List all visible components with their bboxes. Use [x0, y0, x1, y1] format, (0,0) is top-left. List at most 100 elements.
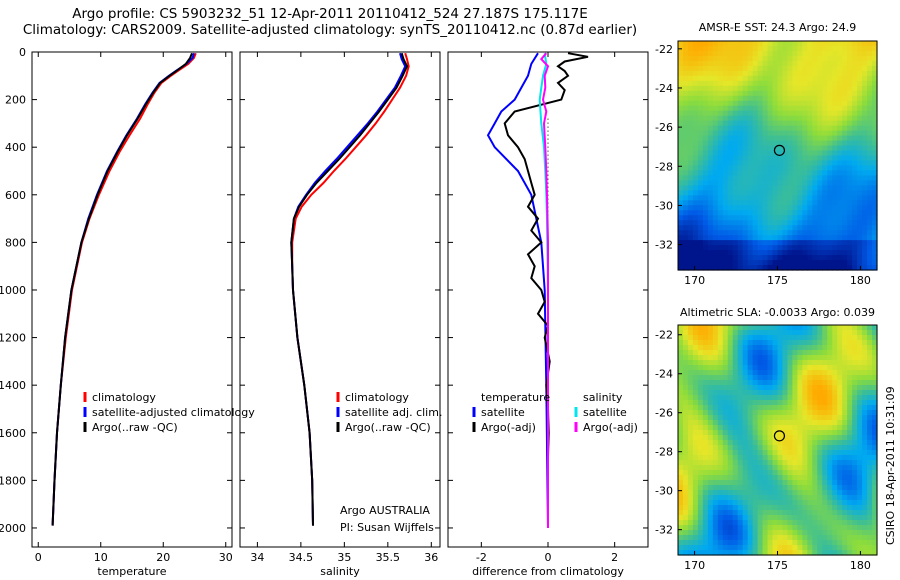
map-cell: [742, 440, 749, 446]
map-cell: [727, 405, 734, 411]
map-cell: [787, 355, 794, 361]
map-cell: [842, 240, 848, 246]
map-cell: [802, 370, 808, 376]
map-cell: [822, 520, 828, 526]
map-cell: [792, 180, 798, 186]
map-cell: [867, 355, 873, 361]
map-cell: [832, 425, 838, 431]
map-cell: [847, 550, 853, 556]
map-cell: [847, 540, 853, 546]
map-cell: [752, 425, 759, 431]
map-cell: [757, 155, 764, 162]
map-cell: [842, 365, 848, 371]
map-cell: [692, 360, 699, 366]
map-cell: [802, 435, 808, 441]
map-cell: [797, 545, 803, 551]
map-cell: [842, 195, 848, 201]
map-cell: [847, 460, 853, 466]
map-cell: [762, 170, 769, 177]
map-cell: [742, 130, 749, 137]
map-cell: [862, 135, 868, 142]
map-cell: [872, 435, 878, 441]
map-cell: [787, 195, 794, 201]
map-cell: [837, 60, 843, 67]
map-cell: [717, 330, 724, 336]
map-cell: [827, 85, 833, 92]
map-cell: [847, 365, 853, 371]
map-cell: [752, 155, 759, 162]
map-cell: [802, 415, 808, 421]
map-cell: [852, 500, 858, 506]
map-cell: [792, 150, 798, 157]
map-cell: [822, 175, 828, 181]
map-cell: [852, 370, 858, 376]
map-cell: [722, 505, 729, 511]
map-cell: [852, 375, 858, 381]
map-cell: [827, 530, 833, 536]
map-cell: [737, 415, 744, 421]
map-cell: [712, 125, 719, 132]
map-cell: [697, 235, 704, 241]
map-cell: [802, 250, 808, 256]
map-cell: [832, 495, 838, 501]
map-cell: [678, 70, 684, 77]
map-cell: [707, 450, 714, 456]
map-cell: [837, 480, 843, 486]
map-cell: [812, 460, 818, 466]
map-cell: [732, 370, 739, 376]
map-cell: [787, 70, 794, 77]
map-cell: [732, 190, 739, 196]
map-cell: [817, 465, 823, 471]
map-cell: [867, 395, 873, 401]
map-cell: [852, 260, 858, 266]
map-cell: [872, 495, 878, 501]
map-cell: [807, 45, 813, 52]
map-cell: [802, 520, 808, 526]
map-cell: [832, 395, 838, 401]
map-cell: [707, 155, 714, 162]
map-cell: [822, 185, 828, 191]
map-cell: [752, 125, 759, 132]
map-cell: [797, 375, 803, 381]
map-cell: [857, 240, 863, 246]
map-cell: [872, 240, 878, 246]
map-cell: [787, 495, 794, 501]
map-cell: [832, 255, 838, 261]
map-cell: [867, 195, 873, 201]
map-cell: [842, 455, 848, 461]
map-cell: [797, 380, 803, 386]
map-cell: [872, 460, 878, 466]
map-cell: [797, 415, 803, 421]
map-cell: [757, 445, 764, 451]
map-cell: [757, 480, 764, 486]
map-cell: [752, 365, 759, 371]
map-cell: [822, 41, 828, 47]
map-cell: [777, 225, 784, 231]
map-cell: [832, 400, 838, 406]
map-cell: [707, 420, 714, 426]
legend-salinity-2: Argo(..raw -QC): [345, 421, 431, 434]
map-cell: [737, 460, 744, 466]
map-cell: [837, 115, 843, 122]
map-cell: [732, 150, 739, 157]
map-cell: [722, 405, 729, 411]
map-cell: [797, 85, 803, 92]
map-cell: [678, 325, 684, 331]
map-cell: [837, 120, 843, 127]
map-cell: [702, 460, 709, 466]
map-cell: [777, 205, 784, 211]
map-cell: [827, 520, 833, 526]
map-cell: [812, 390, 818, 396]
map-cell: [712, 520, 719, 526]
map-cell: [797, 155, 803, 162]
map-cell: [822, 70, 828, 77]
map-cell: [737, 55, 744, 62]
map-cell: [742, 480, 749, 486]
map-cell: [797, 430, 803, 436]
map-cell: [782, 460, 789, 466]
map-cell: [722, 55, 729, 62]
map-cell: [682, 365, 689, 371]
map-cell: [867, 135, 873, 142]
map-cell: [737, 500, 744, 506]
map-cell: [827, 415, 833, 421]
